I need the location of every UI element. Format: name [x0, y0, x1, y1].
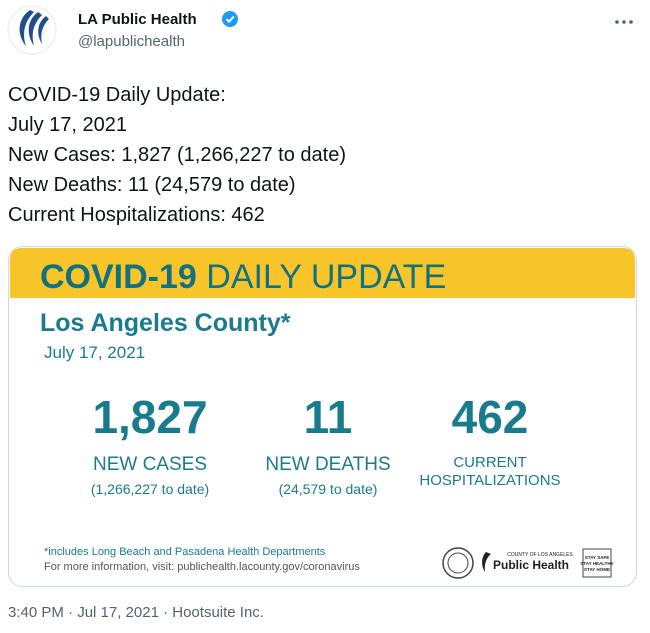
stat-note: (24,579 to date)	[279, 481, 378, 497]
stat-number: 11	[304, 391, 353, 443]
tweet-line: COVID-19 Daily Update:	[8, 84, 226, 106]
stat-label: CURRENT	[453, 454, 526, 471]
tweet-text: COVID-19 Daily Update: July 17, 2021 New C…	[8, 84, 346, 226]
card-title: COVID-19 DAILY UPDATE	[40, 258, 446, 296]
tweet-line: July 17, 2021	[8, 114, 127, 136]
tweet-line: New Cases: 1,827 (1,266,227 to date)	[8, 144, 346, 166]
card-date: July 17, 2021	[44, 343, 145, 362]
stat-label: NEW DEATHS	[265, 454, 390, 475]
tweet-line: New Deaths: 11 (24,579 to date)	[8, 174, 296, 196]
stat-label: HOSPITALIZATIONS	[419, 472, 560, 489]
tweet-line: Current Hospitalizations: 462	[8, 204, 265, 226]
author-handle[interactable]: @lapublichealth	[78, 33, 185, 50]
badge-line: STAY SAFE	[585, 555, 609, 560]
badge-box	[582, 548, 612, 578]
card-subtitle: Los Angeles County*	[40, 309, 291, 337]
badge-line: STAY HOME	[584, 567, 610, 572]
image-card[interactable]: COVID-19 DAILY UPDATE Los Angeles County…	[8, 246, 637, 587]
verified-badge	[222, 11, 238, 27]
logo-name: Public Health	[493, 558, 569, 572]
timestamp[interactable]: 3:40 PM · Jul 17, 2021 · Hootsuite Inc.	[8, 604, 264, 621]
banner	[10, 248, 635, 298]
info: For more information, visit: publichealt…	[44, 561, 360, 573]
county-seal	[442, 547, 474, 579]
stat-number: 1,827	[92, 391, 207, 443]
stat-note: (1,266,227 to date)	[91, 481, 209, 497]
stats: 1,827 NEW CASES (1,266,227 to date) 11 NEW D…	[91, 391, 561, 497]
title-rest: DAILY UPDATE	[206, 258, 446, 296]
stat-label: NEW CASES	[93, 454, 207, 475]
stat-number: 462	[452, 391, 529, 443]
avatar[interactable]	[7, 5, 57, 55]
more-menu[interactable]	[615, 20, 633, 24]
logo-small: COUNTY OF LOS ANGELES	[507, 552, 573, 558]
title-bold: COVID-19	[40, 258, 197, 296]
footnote: *includes Long Beach and Pasadena Health…	[44, 546, 326, 558]
ph-mark	[482, 552, 491, 572]
author-name[interactable]: LA Public Health	[78, 11, 197, 28]
badge-line: STAY HEALTHY	[580, 561, 613, 566]
